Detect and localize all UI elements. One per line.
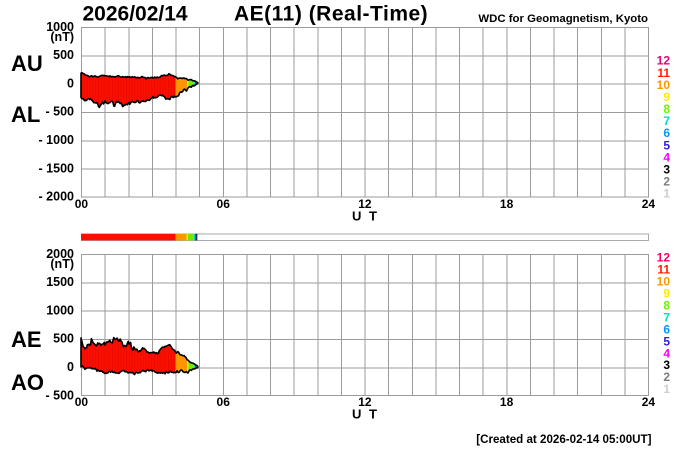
- svg-text:AL: AL: [11, 102, 40, 127]
- svg-text:6: 6: [663, 322, 670, 336]
- svg-text:3: 3: [663, 163, 670, 177]
- svg-text:00: 00: [75, 197, 89, 211]
- svg-text:[Created at 2026-02-14 05:00UT: [Created at 2026-02-14 05:00UT]: [476, 433, 651, 446]
- svg-text:00: 00: [75, 395, 89, 409]
- svg-text:0: 0: [67, 76, 74, 90]
- svg-text:8: 8: [663, 102, 670, 116]
- svg-text:AE(11) (Real-Time): AE(11) (Real-Time): [234, 3, 428, 26]
- svg-text:U T: U T: [352, 209, 379, 224]
- svg-text:2: 2: [663, 175, 670, 189]
- svg-text:2: 2: [663, 370, 670, 384]
- svg-text:8: 8: [663, 299, 670, 313]
- svg-text:500: 500: [53, 332, 74, 346]
- svg-text:4: 4: [663, 150, 670, 164]
- svg-text:10: 10: [657, 275, 671, 289]
- svg-text:5: 5: [663, 334, 670, 348]
- svg-text:1: 1: [663, 187, 670, 201]
- svg-text:2000: 2000: [46, 247, 74, 261]
- svg-text:2026/02/14: 2026/02/14: [83, 3, 188, 26]
- svg-text:6: 6: [663, 126, 670, 140]
- svg-text:AO: AO: [11, 370, 44, 395]
- svg-text:(nT): (nT): [50, 30, 74, 44]
- svg-text:- 1000: - 1000: [39, 133, 74, 147]
- svg-text:12: 12: [358, 395, 372, 409]
- svg-text:9: 9: [663, 287, 670, 301]
- svg-text:18: 18: [500, 395, 514, 409]
- svg-text:06: 06: [217, 395, 231, 409]
- svg-text:12: 12: [657, 251, 671, 265]
- svg-text:18: 18: [500, 197, 514, 211]
- svg-text:24: 24: [642, 395, 656, 409]
- svg-text:7: 7: [663, 310, 670, 324]
- svg-text:WDC for Geomagnetism, Kyoto: WDC for Geomagnetism, Kyoto: [478, 13, 648, 25]
- svg-text:- 500: - 500: [46, 388, 75, 402]
- svg-text:- 2000: - 2000: [39, 190, 74, 204]
- svg-text:AE: AE: [11, 327, 42, 352]
- svg-text:AU: AU: [11, 51, 43, 76]
- svg-text:06: 06: [217, 197, 231, 211]
- svg-text:5: 5: [663, 138, 670, 152]
- svg-text:11: 11: [657, 66, 670, 80]
- svg-text:24: 24: [642, 197, 656, 211]
- svg-text:12: 12: [358, 197, 372, 211]
- svg-text:11: 11: [657, 263, 670, 277]
- svg-text:1: 1: [663, 382, 670, 396]
- svg-text:U T: U T: [352, 407, 379, 422]
- svg-text:(nT): (nT): [50, 257, 74, 271]
- svg-text:1000: 1000: [46, 20, 74, 34]
- svg-text:1500: 1500: [46, 275, 74, 289]
- svg-text:12: 12: [657, 54, 671, 68]
- svg-text:9: 9: [663, 90, 670, 104]
- svg-text:- 1500: - 1500: [39, 161, 74, 175]
- svg-text:500: 500: [53, 48, 74, 62]
- svg-text:1000: 1000: [46, 303, 74, 317]
- svg-text:4: 4: [663, 346, 670, 360]
- svg-text:3: 3: [663, 358, 670, 372]
- svg-text:- 500: - 500: [46, 105, 75, 119]
- svg-text:0: 0: [67, 360, 74, 374]
- svg-text:10: 10: [657, 78, 671, 92]
- svg-text:7: 7: [663, 114, 670, 128]
